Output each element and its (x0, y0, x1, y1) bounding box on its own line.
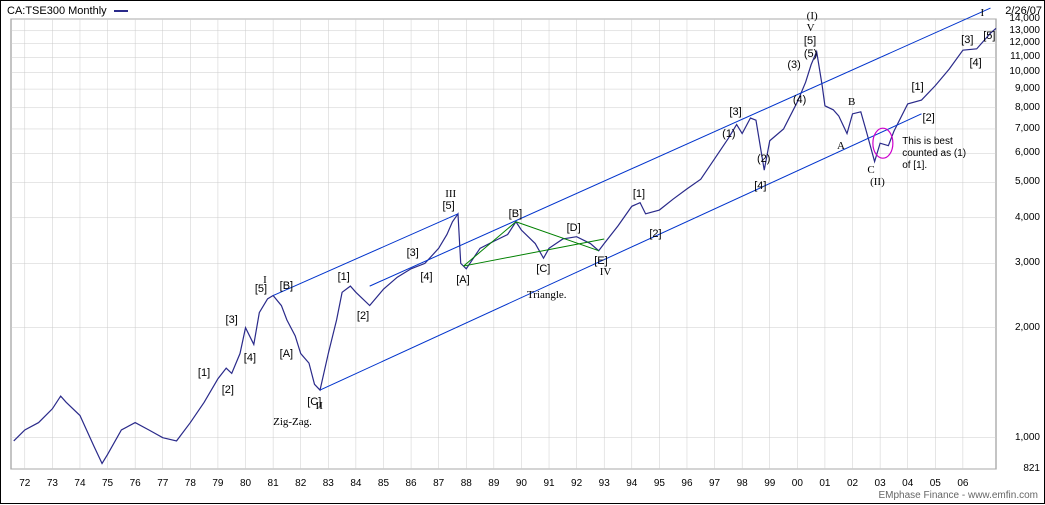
x-axis-label: 76 (130, 478, 141, 489)
wave-label: V (807, 22, 815, 34)
y-axis-label: 3,000 (1015, 257, 1040, 268)
wave-label: I (263, 274, 267, 286)
wave-label: [3] (226, 314, 238, 326)
x-axis-label: 84 (350, 478, 361, 489)
x-axis-label: 79 (212, 478, 223, 489)
x-axis-label: 90 (516, 478, 527, 489)
x-axis-label: 98 (737, 478, 748, 489)
y-axis-label: 1,000 (1015, 432, 1040, 443)
wave-label: (I) (807, 10, 818, 22)
x-axis-label: 89 (488, 478, 499, 489)
wave-label: [5] (804, 35, 816, 47)
chart-footer: EMphase Finance - www.emfin.com (878, 490, 1038, 501)
x-axis-label: 04 (902, 478, 913, 489)
x-axis-label: 80 (240, 478, 251, 489)
y-axis-label: 5,000 (1015, 176, 1040, 187)
wave-label: III (445, 188, 456, 200)
wave-label: [3] (961, 34, 973, 46)
x-axis-label: 81 (268, 478, 279, 489)
x-axis-label: 88 (461, 478, 472, 489)
x-axis-label: 75 (102, 478, 113, 489)
wave-label: [4] (754, 180, 766, 192)
wave-label: I (980, 7, 984, 19)
y-axis-label: 4,000 (1015, 212, 1040, 223)
y-axis-label: 10,000 (1009, 66, 1040, 77)
wave-label: [2] (357, 310, 369, 322)
x-axis-label: 91 (543, 478, 554, 489)
wave-label: [3] (729, 106, 741, 118)
wave-label: (2) (757, 153, 770, 165)
y-axis-label: 14,000 (1009, 13, 1040, 24)
wave-label: C (867, 164, 874, 176)
wave-label: [4] (969, 57, 981, 69)
x-axis-label: 72 (19, 478, 30, 489)
wave-label: [1] (198, 367, 210, 379)
x-axis-label: 96 (681, 478, 692, 489)
x-axis-label: 92 (571, 478, 582, 489)
x-axis-label: 02 (847, 478, 858, 489)
wave-label: [4] (420, 271, 432, 283)
y-axis-label: 11,000 (1010, 51, 1040, 62)
annotation-triangle: Triangle. (527, 289, 567, 301)
wave-label: [A] (280, 348, 293, 360)
wave-label: B (848, 96, 855, 108)
wave-label: [1] (912, 81, 924, 93)
wave-label: [4] (244, 352, 256, 364)
y-axis-label: 13,000 (1009, 25, 1040, 36)
x-axis-label: 06 (957, 478, 968, 489)
x-axis-label: 73 (47, 478, 58, 489)
x-axis-label: 82 (295, 478, 306, 489)
x-axis-label: 87 (433, 478, 444, 489)
x-axis-label: 74 (74, 478, 85, 489)
wave-label: [5] (983, 30, 995, 42)
wave-label: (1) (722, 128, 735, 140)
annotation-zigzag: Zig-Zag. (273, 416, 312, 428)
x-axis-label: 01 (819, 478, 830, 489)
y-axis-label: 12,000 (1009, 37, 1040, 48)
x-axis-label: 97 (709, 478, 720, 489)
wave-label: [2] (649, 228, 661, 240)
x-axis-label: 05 (930, 478, 941, 489)
wave-label: [1] (338, 271, 350, 283)
x-axis-label: 03 (875, 478, 886, 489)
chart-container: CA:TSE300 Monthly 2/26/07 EMphase Financ… (0, 0, 1045, 504)
x-axis-label: 00 (792, 478, 803, 489)
y-axis-label: 9,000 (1015, 83, 1040, 94)
x-axis-label: 95 (654, 478, 665, 489)
y-axis-label: 7,000 (1015, 123, 1040, 134)
wave-label: [A] (456, 274, 469, 286)
x-axis-label: 86 (406, 478, 417, 489)
x-axis-label: 85 (378, 478, 389, 489)
x-axis-label: 78 (185, 478, 196, 489)
x-axis-label: 93 (599, 478, 610, 489)
x-axis-label: 99 (764, 478, 775, 489)
annotation-note: This is best counted as (1) of [1]. (902, 136, 972, 172)
x-axis-label: 83 (323, 478, 334, 489)
wave-label: (II) (870, 176, 885, 188)
wave-label: (4) (793, 94, 806, 106)
y-axis-label: 8,000 (1015, 102, 1040, 113)
wave-label: (3) (787, 59, 800, 71)
wave-label: II (316, 400, 323, 412)
wave-label: [C] (536, 263, 550, 275)
x-axis-label: 94 (626, 478, 637, 489)
wave-label: A (837, 140, 845, 152)
y-axis-label: 2,000 (1015, 322, 1040, 333)
x-axis-label: 77 (157, 478, 168, 489)
y-axis-label: 821 (1023, 463, 1040, 474)
wave-label: IV (600, 266, 612, 278)
wave-label: [B] (280, 280, 293, 292)
wave-label: (5) (804, 48, 817, 60)
wave-label: [D] (567, 222, 581, 234)
wave-label: [3] (407, 247, 419, 259)
y-axis-label: 6,000 (1015, 147, 1040, 158)
wave-label: [1] (633, 188, 645, 200)
wave-label: [2] (923, 112, 935, 124)
wave-label: [5] (442, 200, 454, 212)
wave-label: [2] (222, 384, 234, 396)
chart-svg (1, 1, 1045, 505)
wave-label: [B] (509, 208, 522, 220)
